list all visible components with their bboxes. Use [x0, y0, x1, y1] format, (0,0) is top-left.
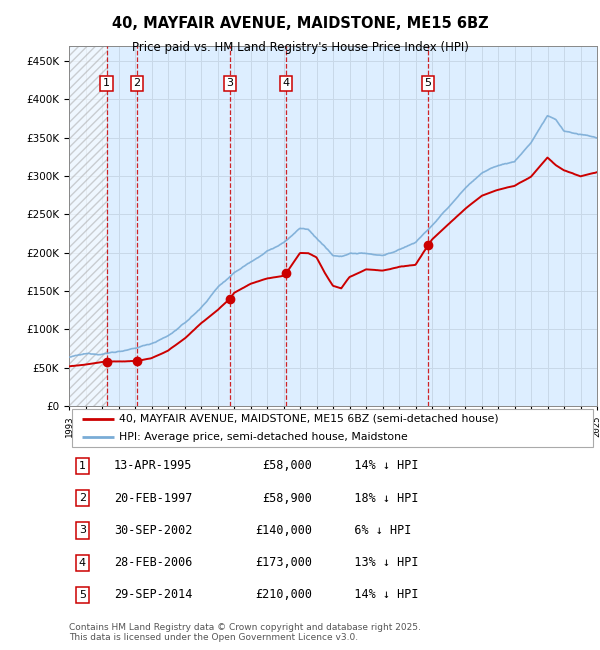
Text: 14% ↓ HPI: 14% ↓ HPI — [333, 588, 419, 601]
Text: £173,000: £173,000 — [255, 556, 312, 569]
Text: £58,000: £58,000 — [262, 460, 312, 473]
Text: 2: 2 — [134, 79, 141, 88]
Text: 3: 3 — [226, 79, 233, 88]
Text: £140,000: £140,000 — [255, 524, 312, 537]
Text: 14% ↓ HPI: 14% ↓ HPI — [333, 460, 419, 473]
Text: £210,000: £210,000 — [255, 588, 312, 601]
Text: Price paid vs. HM Land Registry's House Price Index (HPI): Price paid vs. HM Land Registry's House … — [131, 41, 469, 54]
Text: 40, MAYFAIR AVENUE, MAIDSTONE, ME15 6BZ: 40, MAYFAIR AVENUE, MAIDSTONE, ME15 6BZ — [112, 16, 488, 31]
Text: 13% ↓ HPI: 13% ↓ HPI — [333, 556, 419, 569]
Text: 2: 2 — [79, 493, 86, 503]
Text: 1: 1 — [103, 79, 110, 88]
Text: 28-FEB-2006: 28-FEB-2006 — [114, 556, 192, 569]
Bar — [69, 46, 107, 406]
Text: 40, MAYFAIR AVENUE, MAIDSTONE, ME15 6BZ (semi-detached house): 40, MAYFAIR AVENUE, MAIDSTONE, ME15 6BZ … — [119, 413, 499, 424]
Text: 5: 5 — [79, 590, 86, 600]
Text: 4: 4 — [79, 558, 86, 567]
Text: 1: 1 — [79, 461, 86, 471]
Text: 20-FEB-1997: 20-FEB-1997 — [114, 491, 192, 504]
Text: 29-SEP-2014: 29-SEP-2014 — [114, 588, 192, 601]
Text: 4: 4 — [283, 79, 290, 88]
Text: 13-APR-1995: 13-APR-1995 — [114, 460, 192, 473]
Text: 3: 3 — [79, 525, 86, 536]
Text: 5: 5 — [424, 79, 431, 88]
Text: 30-SEP-2002: 30-SEP-2002 — [114, 524, 192, 537]
Text: HPI: Average price, semi-detached house, Maidstone: HPI: Average price, semi-detached house,… — [119, 432, 408, 443]
Text: 6% ↓ HPI: 6% ↓ HPI — [333, 524, 412, 537]
FancyBboxPatch shape — [71, 410, 593, 447]
Text: Contains HM Land Registry data © Crown copyright and database right 2025.
This d: Contains HM Land Registry data © Crown c… — [69, 623, 421, 642]
Text: 18% ↓ HPI: 18% ↓ HPI — [333, 491, 419, 504]
Text: £58,900: £58,900 — [262, 491, 312, 504]
